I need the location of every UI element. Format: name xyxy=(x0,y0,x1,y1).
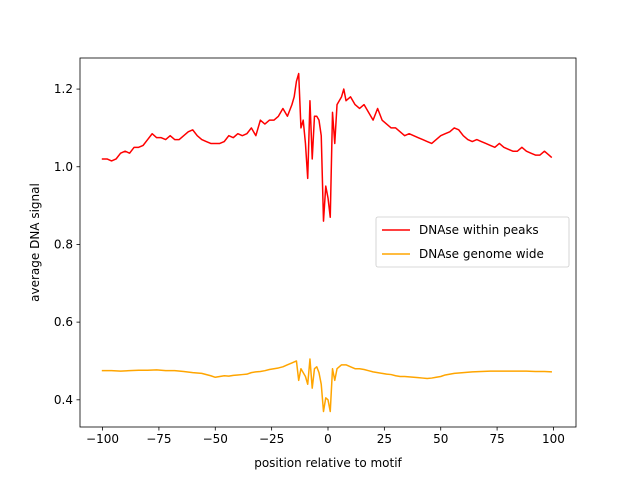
y-tick-label: 0.4 xyxy=(54,393,73,407)
x-tick-label: −25 xyxy=(259,432,284,446)
y-tick-label: 0.6 xyxy=(54,315,73,329)
x-axis-label: position relative to motif xyxy=(254,456,402,470)
x-tick-label: 0 xyxy=(324,432,332,446)
x-tick-label: 75 xyxy=(489,432,504,446)
x-tick-label: −75 xyxy=(146,432,171,446)
x-tick-label: 100 xyxy=(542,432,565,446)
y-tick-label: 1.2 xyxy=(54,82,73,96)
legend-label: DNAse genome wide xyxy=(419,247,544,261)
y-axis: 0.4 0.6 0.8 1.0 1.2 xyxy=(54,82,80,407)
x-tick-label: −50 xyxy=(203,432,228,446)
series-line-0 xyxy=(101,72,553,222)
series-line-1 xyxy=(101,358,552,413)
x-tick-label: 50 xyxy=(433,432,448,446)
legend: DNAse within peaks DNAse genome wide xyxy=(375,216,570,268)
x-tick-label: 25 xyxy=(377,432,392,446)
y-axis-label: average DNA signal xyxy=(28,183,42,302)
x-axis: −100 −75 −50 −25 0 25 50 75 100 xyxy=(86,427,565,446)
legend-label: DNAse within peaks xyxy=(419,223,539,237)
legend-box xyxy=(375,216,570,268)
y-tick-label: 0.8 xyxy=(54,237,73,251)
x-tick-label: −100 xyxy=(86,432,119,446)
y-tick-label: 1.0 xyxy=(54,160,73,174)
